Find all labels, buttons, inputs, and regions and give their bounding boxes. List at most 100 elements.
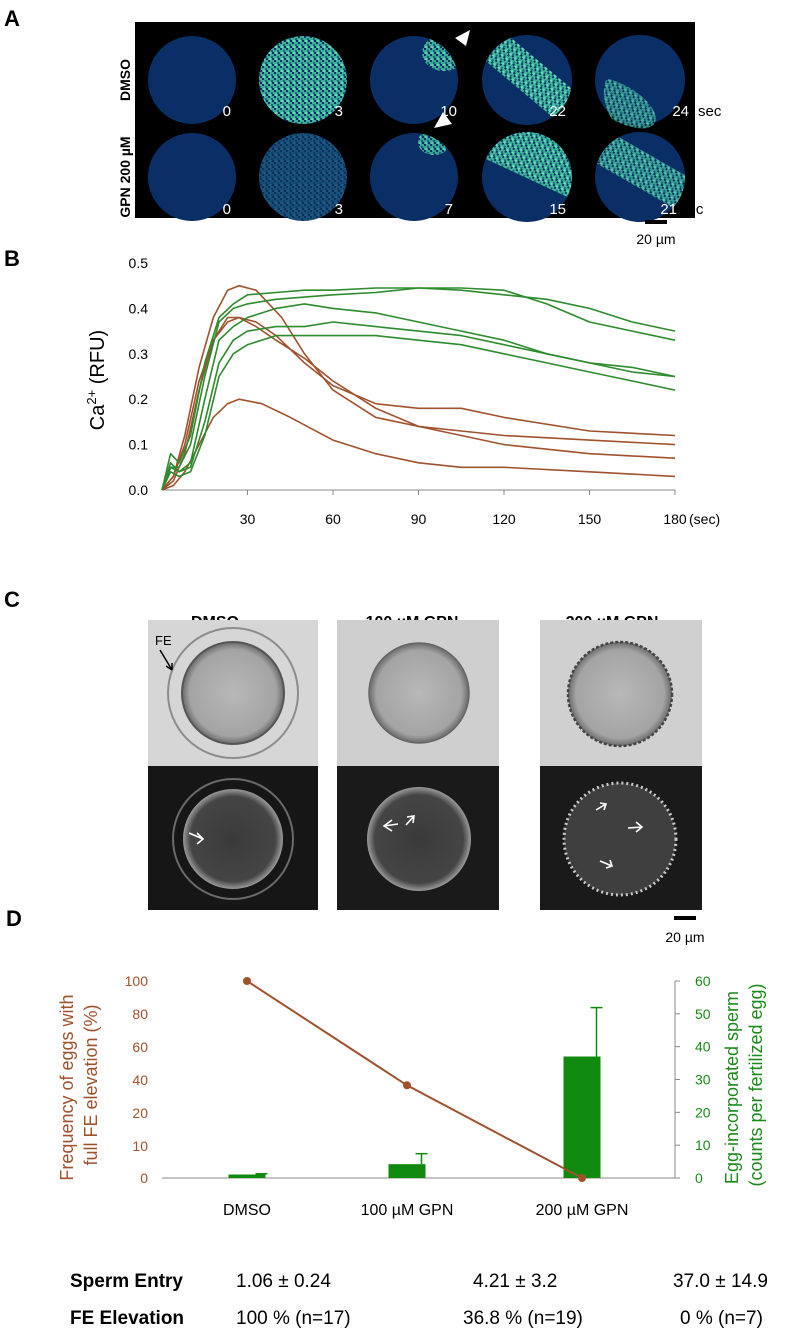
time-label: 24 [672, 103, 689, 120]
y-axis-label: Ca2+ (RFU) [84, 330, 109, 430]
egg [368, 642, 470, 744]
cell-dmso-0 [148, 36, 236, 124]
y-tick-label: 0.4 [129, 300, 149, 316]
scale-bar-label: 20 µm [665, 929, 704, 945]
cell-gpn-3 [259, 133, 347, 221]
sperm-arrow-icon [599, 859, 614, 869]
x-tick-label: 120 [492, 511, 516, 527]
scale-bar-label: 20 µm [636, 231, 675, 247]
fe-label: FE [155, 633, 172, 648]
right-tick-label: 20 [695, 1104, 711, 1120]
panel-c-micrographs: FE 20 µm [148, 620, 705, 945]
egg [183, 789, 283, 889]
right-axis-label-line-1: Egg-incorporated sperm [722, 991, 742, 1184]
sperm-arrow-icon [382, 819, 399, 832]
panel-a-imaging: DMSO GPN 200 µM 0 3 10 22 24 se [117, 22, 722, 247]
fe-elevation-point-1 [243, 977, 251, 985]
fe-elevation-point-3 [578, 1174, 586, 1182]
fertilization-envelope [172, 778, 294, 900]
fe-elevation-line [246, 980, 583, 1179]
bar-3 [563, 1056, 601, 1178]
fe-elevation-point-2 [403, 1081, 411, 1090]
egg [181, 641, 285, 745]
time-label: 21 [660, 201, 677, 218]
time-label: 3 [335, 201, 343, 218]
table-cell: 0 % (n=7) [680, 1308, 763, 1329]
panel-letter-c: C [4, 587, 20, 612]
y-label-base: Ca [87, 404, 109, 430]
series-line-green-9 [161, 334, 676, 491]
y-tick-label: 0.1 [129, 437, 149, 453]
time-label: 0 [223, 103, 231, 120]
time-label: 7 [445, 201, 453, 218]
sperm-arrow-icon [595, 802, 608, 811]
cell-dmso-24 [587, 35, 685, 129]
bar-1 [228, 1174, 266, 1178]
cell-dmso-22 [482, 32, 590, 130]
y-label-rest: (RFU) [87, 330, 109, 390]
unit-label: sec [698, 103, 722, 120]
left-tick-label: 80 [132, 1006, 148, 1022]
arrowhead-icon [455, 30, 470, 46]
x-tick-label: 150 [578, 511, 602, 527]
left-axis-label-line-1: Frequency of eggs with [57, 994, 77, 1180]
left-axis-label-line-2: full FE elevation (%) [81, 1004, 101, 1165]
series-line-green-8 [161, 321, 676, 491]
arrowhead-icon [434, 112, 452, 128]
right-tick-label: 60 [695, 973, 711, 989]
left-tick-label: 20 [132, 1105, 148, 1121]
panel-letter-b: B [4, 246, 20, 271]
cell-gpn-0 [148, 133, 236, 221]
table-cell: 4.21 ± 3.2 [473, 1271, 558, 1292]
x-tick-label: 30 [240, 511, 256, 527]
x-unit-label: (sec) [689, 511, 720, 527]
egg [566, 640, 674, 748]
row-label-gpn: GPN 200 µM [117, 136, 133, 217]
egg [562, 781, 678, 897]
x-category-label: 200 µM GPN [536, 1202, 629, 1219]
panel-letter-d: D [6, 906, 22, 931]
table-cell: 37.0 ± 14.9 [673, 1271, 768, 1292]
table-cell: 100 % (n=17) [236, 1308, 351, 1329]
time-label: 22 [549, 103, 566, 120]
right-tick-label: 0 [695, 1170, 703, 1186]
table-cell: 36.8 % (n=19) [463, 1308, 583, 1329]
y-tick-label: 0.2 [129, 391, 149, 407]
panel-d-combo-chart: 0 10 20 40 60 80 100 0 10 20 30 40 50 60 DMSO 100 µM GP… [57, 973, 766, 1219]
left-tick-label: 100 [125, 973, 149, 989]
left-tick-label: 60 [132, 1039, 148, 1055]
y-tick-label: 0.5 [129, 255, 149, 271]
left-tick-label: 40 [132, 1072, 148, 1088]
fe-arrow-icon [159, 649, 173, 671]
right-axis-label: Egg-incorporated sperm (counts per ferti… [722, 983, 766, 1186]
scale-bar [645, 220, 667, 224]
panel-letter-a: A [4, 6, 20, 31]
cell-gpn-21 [591, 131, 702, 222]
sperm-arrow-icon [627, 821, 644, 833]
series-line-brown-4 [161, 398, 676, 491]
right-tick-label: 10 [695, 1137, 711, 1153]
panel-b-line-chart: 0.0 0.1 0.2 0.3 0.4 0.5 30 60 90 120 150 180 (sec) C… [84, 255, 720, 527]
x-tick-label: 60 [325, 511, 341, 527]
left-tick-label: 0 [140, 1170, 148, 1186]
sperm-arrow-icon [405, 815, 415, 826]
right-tick-label: 40 [695, 1039, 711, 1055]
row-label-dmso: DMSO [117, 59, 133, 101]
series-line-green-5 [161, 287, 676, 491]
x-tick-label: 90 [411, 511, 427, 527]
x-category-label: DMSO [223, 1202, 271, 1219]
egg [367, 787, 471, 891]
x-tick-label: 180 [663, 511, 687, 527]
table-cell: 1.06 ± 0.24 [236, 1271, 331, 1292]
sperm-arrow-icon [188, 832, 205, 845]
x-category-label: 100 µM GPN [361, 1202, 454, 1219]
left-tick-label: 10 [132, 1138, 148, 1154]
time-label: 3 [335, 103, 343, 120]
unit-label: sec [680, 201, 704, 218]
cell-dmso-3 [259, 36, 347, 124]
bar-2 [388, 1164, 426, 1178]
table-row-label-fe-elevation: FE Elevation [70, 1308, 185, 1329]
y-tick-label: 0.3 [129, 346, 149, 362]
time-label: 10 [440, 103, 457, 120]
series-line-green-6 [161, 287, 676, 491]
